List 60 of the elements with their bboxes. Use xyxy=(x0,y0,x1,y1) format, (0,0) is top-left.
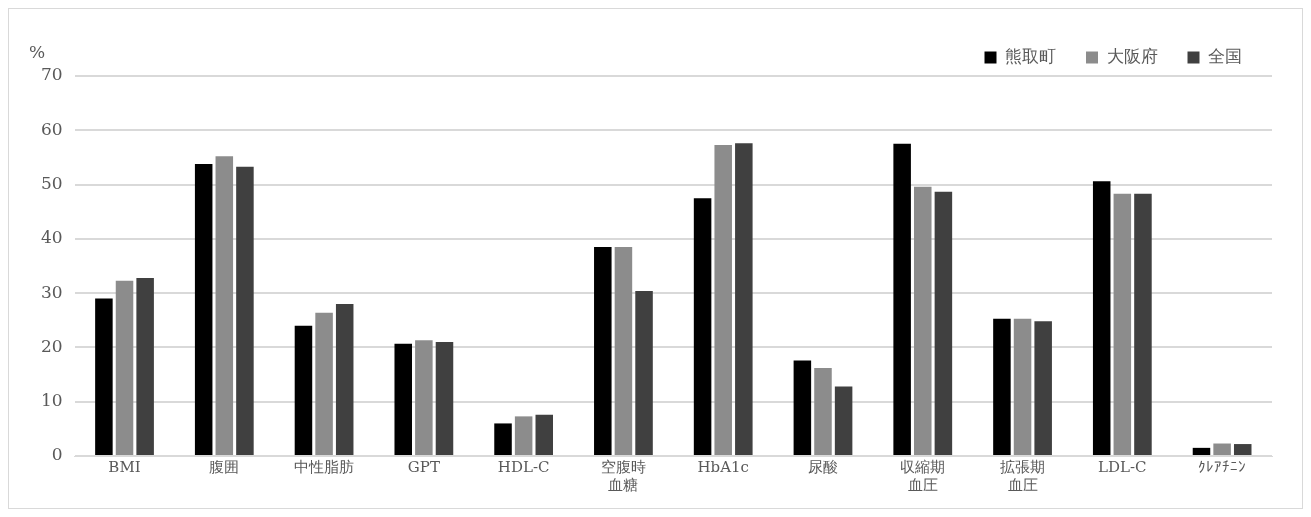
x-tick-label: 空腹時血糖 xyxy=(600,457,646,494)
y-tick-label: 0 xyxy=(51,444,63,465)
bar xyxy=(814,368,832,455)
y-tick-label: 70 xyxy=(40,64,63,85)
bar xyxy=(1213,443,1231,455)
bar xyxy=(714,144,732,455)
legend-label: 大阪府 xyxy=(1106,45,1158,66)
bar xyxy=(635,290,653,455)
y-tick-label: 20 xyxy=(40,335,63,356)
y-tick-label: 30 xyxy=(40,281,63,302)
bar xyxy=(1092,181,1111,455)
bar xyxy=(793,360,812,455)
x-tick-label: 拡張期血圧 xyxy=(1000,457,1046,494)
bar xyxy=(993,318,1011,455)
bar xyxy=(834,386,853,455)
y-tick-label: 60 xyxy=(40,118,63,139)
bar xyxy=(315,312,333,455)
x-tick-label: GPT xyxy=(407,457,440,476)
bar xyxy=(735,143,753,455)
bar xyxy=(1192,447,1211,455)
x-tick-label: ｸﾚｱﾁﾆﾝ xyxy=(1198,457,1247,476)
bar xyxy=(115,280,134,455)
bar xyxy=(415,340,433,455)
bar xyxy=(215,156,234,455)
bar xyxy=(1233,444,1252,455)
legend-label: 全国 xyxy=(1208,45,1242,66)
bar xyxy=(494,423,512,455)
bar xyxy=(934,191,953,455)
bar xyxy=(693,198,712,455)
x-tick-label: HbA1c xyxy=(697,457,749,476)
x-tick-label: BMI xyxy=(108,457,141,476)
x-tick-label: 収縮期血圧 xyxy=(900,457,946,494)
bar xyxy=(535,414,554,455)
bar xyxy=(335,304,354,455)
x-tick-label: HDL-C xyxy=(497,457,550,476)
y-tick-label: 50 xyxy=(40,172,63,193)
bar xyxy=(95,298,113,455)
legend-label: 熊取町 xyxy=(1005,45,1056,66)
bar xyxy=(136,277,154,455)
x-tick-label: 腹囲 xyxy=(209,457,240,476)
bar xyxy=(1034,321,1052,455)
bar xyxy=(1134,193,1152,455)
bar xyxy=(236,166,254,455)
y-axis-title: % xyxy=(29,41,46,62)
bar xyxy=(194,163,213,455)
bar xyxy=(1113,193,1132,455)
x-tick-label: LDL-C xyxy=(1098,457,1147,476)
x-tick-label: 中性脂肪 xyxy=(294,457,355,476)
bar xyxy=(914,186,932,455)
bar xyxy=(594,247,612,455)
x-tick-label: 尿酸 xyxy=(807,457,838,476)
bar xyxy=(394,343,413,455)
y-tick-label: 40 xyxy=(40,227,63,248)
y-tick-label: 10 xyxy=(40,390,63,411)
bar xyxy=(893,143,911,455)
bar xyxy=(435,342,454,455)
bar xyxy=(294,325,313,455)
bar xyxy=(514,416,533,455)
bar xyxy=(614,247,633,455)
bar xyxy=(1013,318,1032,455)
